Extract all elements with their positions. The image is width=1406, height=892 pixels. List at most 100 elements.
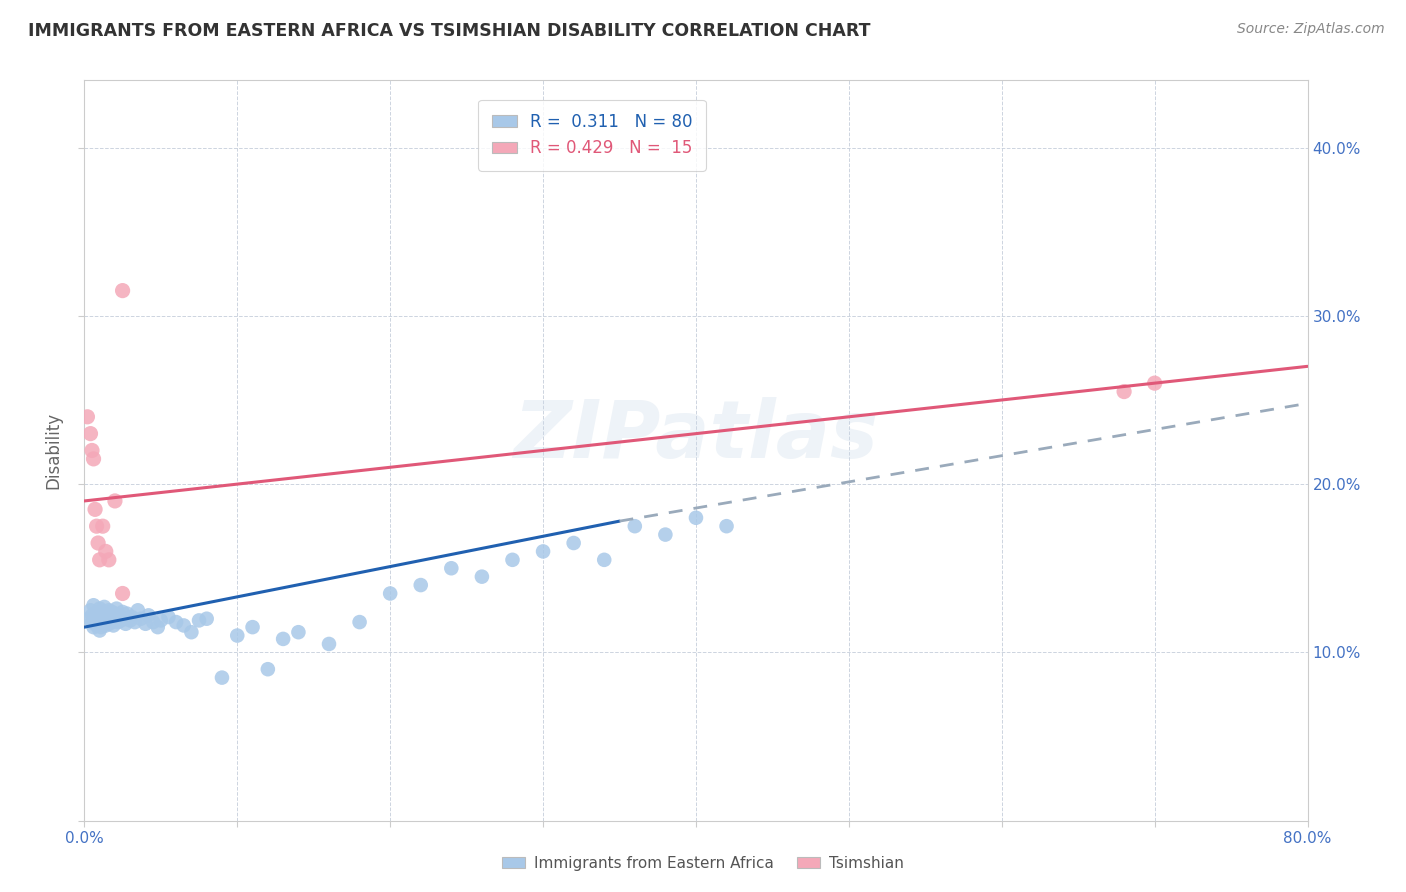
Point [96,607,118,621]
Point [90,620,112,634]
Point [80,615,103,629]
Point [90,608,112,623]
Point [188,614,211,628]
Point [242,620,264,634]
Point [173,618,195,632]
Point [107,615,129,629]
Point [97,616,120,631]
Point [149,614,172,628]
Point [502,553,524,567]
Point [98,608,121,623]
Point [104,494,127,508]
Point [124,615,146,629]
Point [271,632,294,646]
Point [76,409,98,424]
Point [257,662,280,676]
Point [654,527,676,541]
Point [103,618,125,632]
Point [103,610,125,624]
Point [97,603,120,617]
Point [91,605,114,619]
Point [112,612,135,626]
Text: ZIPatlas: ZIPatlas [513,397,879,475]
Point [115,607,138,621]
Point [93,610,115,624]
Legend: R =  0.311   N = 80, R = 0.429   N =  15: R = 0.311 N = 80, R = 0.429 N = 15 [478,100,706,170]
Point [110,614,132,628]
Point [83,599,105,613]
Point [94,618,117,632]
Point [409,578,432,592]
Point [91,519,114,533]
Point [104,612,127,626]
Point [380,586,402,600]
Point [87,616,110,631]
Point [121,610,143,624]
Point [1143,376,1166,391]
Point [105,601,128,615]
Point [114,616,136,631]
Point [180,625,202,640]
Point [146,620,169,634]
Point [111,284,134,298]
Point [80,443,103,458]
Point [108,608,131,623]
Point [77,612,100,626]
Point [101,605,124,619]
Point [111,586,134,600]
Point [349,615,371,629]
Text: IMMIGRANTS FROM EASTERN AFRICA VS TSIMSHIAN DISABILITY CORRELATION CHART: IMMIGRANTS FROM EASTERN AFRICA VS TSIMSH… [28,22,870,40]
Point [89,553,111,567]
Point [195,612,218,626]
Point [157,610,180,624]
Point [89,612,111,626]
Point [138,608,160,623]
Point [79,603,101,617]
Point [84,614,107,628]
Point [91,614,114,628]
Point [287,625,309,640]
Point [165,615,187,629]
Point [104,607,127,621]
Point [83,451,105,466]
Point [101,615,124,629]
Point [624,519,647,533]
Point [79,426,101,441]
Point [211,671,233,685]
Point [142,615,165,629]
Point [1114,384,1136,399]
Text: Source: ZipAtlas.com: Source: ZipAtlas.com [1237,22,1385,37]
Point [127,603,149,617]
Point [93,599,115,614]
Point [94,544,117,558]
Point [593,553,616,567]
Point [87,536,110,550]
Point [83,620,105,634]
Point [98,614,121,628]
Point [86,519,108,533]
Point [111,605,134,619]
Point [440,561,463,575]
Point [129,612,152,626]
Point [716,519,738,533]
Point [84,502,107,516]
Point [226,628,249,642]
Point [87,605,110,619]
Point [89,615,111,629]
Point [471,569,494,583]
Point [89,624,111,638]
Point [120,614,142,628]
Point [562,536,585,550]
Point [84,607,107,621]
Legend: Immigrants from Eastern Africa, Tsimshian: Immigrants from Eastern Africa, Tsimshia… [496,850,910,877]
Point [86,610,108,624]
Point [685,510,707,524]
Point [97,553,120,567]
Point [80,608,103,623]
Point [96,612,118,626]
Point [318,637,340,651]
Point [94,615,117,629]
Point [86,618,108,632]
Point [89,601,111,615]
Point [531,544,554,558]
